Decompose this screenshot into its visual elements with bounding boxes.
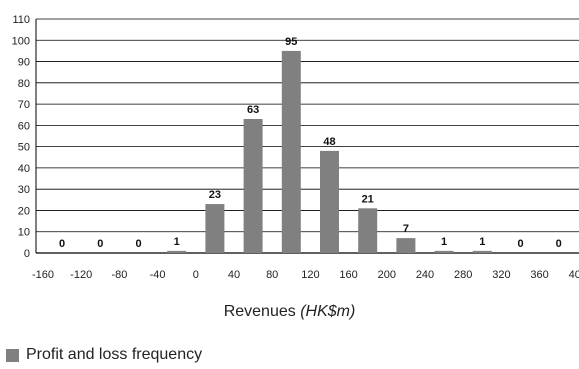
bar-data-label: 48 bbox=[323, 136, 335, 148]
bar-data-label: 0 bbox=[59, 238, 65, 250]
bar bbox=[358, 208, 378, 253]
x-tick-label: 360 bbox=[530, 269, 548, 281]
x-tick-label: 320 bbox=[492, 269, 510, 281]
y-tick-label: 60 bbox=[18, 120, 30, 132]
bar-data-label: 0 bbox=[556, 238, 562, 250]
bar-data-label: 0 bbox=[517, 238, 523, 250]
y-tick-label: 10 bbox=[18, 227, 30, 239]
x-tick-label: 40 bbox=[228, 269, 240, 281]
legend: Profit and loss frequency bbox=[6, 346, 202, 364]
bar-data-label: 0 bbox=[97, 238, 103, 250]
bar-data-label: 95 bbox=[285, 36, 297, 48]
bar bbox=[243, 118, 263, 254]
x-tick-label: 160 bbox=[339, 269, 357, 281]
y-tick-label: 90 bbox=[18, 57, 30, 69]
y-tick-label: 20 bbox=[18, 205, 30, 217]
bar-data-label: 63 bbox=[247, 104, 259, 116]
y-tick-label: 100 bbox=[12, 35, 30, 47]
y-tick-label: 50 bbox=[18, 142, 30, 154]
y-tick-label: 30 bbox=[18, 184, 30, 196]
x-tick-label: 280 bbox=[454, 269, 472, 281]
bar bbox=[434, 250, 454, 253]
legend-swatch bbox=[6, 348, 19, 362]
bar bbox=[396, 238, 416, 253]
x-tick-label: 200 bbox=[378, 269, 396, 281]
x-axis-title-main: Revenues bbox=[223, 303, 296, 320]
x-axis-title: Revenues (HK$m) bbox=[0, 303, 579, 321]
bar-data-label: 0 bbox=[135, 238, 141, 250]
bar-data-label: 21 bbox=[362, 193, 374, 205]
bar-data-label: 1 bbox=[174, 236, 180, 248]
legend-label: Profit and loss frequency bbox=[26, 346, 203, 363]
y-tick-label: 110 bbox=[12, 14, 30, 26]
x-tick-label: 120 bbox=[301, 269, 319, 281]
x-tick-label: 0 bbox=[193, 269, 199, 281]
x-tick-label: -80 bbox=[111, 269, 127, 281]
x-tick-label: -120 bbox=[70, 269, 92, 281]
y-tick-label: 0 bbox=[24, 248, 30, 260]
bar-data-label: 7 bbox=[403, 223, 409, 235]
bar-data-label: 1 bbox=[441, 236, 447, 248]
bar-data-label: 23 bbox=[209, 189, 221, 201]
y-tick-label: 80 bbox=[18, 78, 30, 90]
bar bbox=[205, 204, 225, 253]
bar bbox=[472, 250, 492, 253]
x-tick-label: 240 bbox=[416, 269, 434, 281]
x-tick-label: 80 bbox=[266, 269, 278, 281]
x-axis-title-unit: (HK$m) bbox=[300, 303, 356, 320]
x-tick-label: -160 bbox=[32, 269, 54, 281]
y-tick-label: 70 bbox=[18, 99, 30, 111]
bar bbox=[281, 50, 301, 254]
bar-data-label: 1 bbox=[479, 236, 485, 248]
y-tick-label: 40 bbox=[18, 163, 30, 175]
bar bbox=[320, 150, 339, 253]
x-tick-label: -40 bbox=[150, 269, 166, 281]
x-tick-label: 400 bbox=[569, 269, 579, 281]
bar bbox=[167, 250, 187, 253]
